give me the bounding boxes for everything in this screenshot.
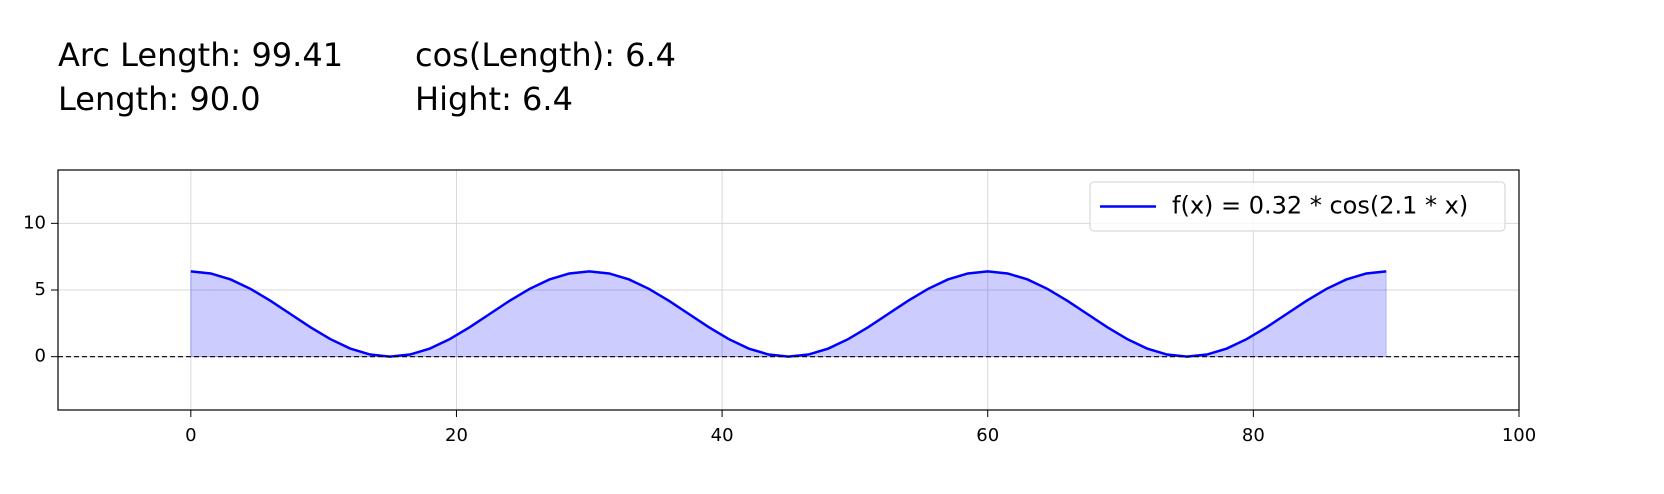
y-tick-label: 0	[35, 346, 46, 367]
x-tick-label: 20	[445, 425, 468, 446]
line	[190, 270, 1387, 358]
x-tick-label: 0	[185, 425, 196, 446]
legend-box	[1089, 181, 1506, 232]
info-text: Length: 90.0	[58, 80, 261, 118]
legend-label: f(x) = 0.32 * cos(2.1 * x)	[1172, 192, 1468, 220]
info-text: Arc Length: 99.41	[58, 36, 343, 74]
info-text: Hight: 6.4	[415, 80, 573, 118]
plot-frame	[57, 169, 1520, 411]
area	[190, 270, 1387, 358]
info-text: cos(Length): 6.4	[415, 36, 676, 74]
y-tick-label: 10	[23, 212, 46, 233]
x-tick-label: 80	[1242, 425, 1265, 446]
x-tick-label: 40	[711, 425, 734, 446]
x-tick-label: 100	[1502, 425, 1536, 446]
y-tick-label: 5	[35, 279, 46, 300]
x-tick-label: 60	[976, 425, 999, 446]
